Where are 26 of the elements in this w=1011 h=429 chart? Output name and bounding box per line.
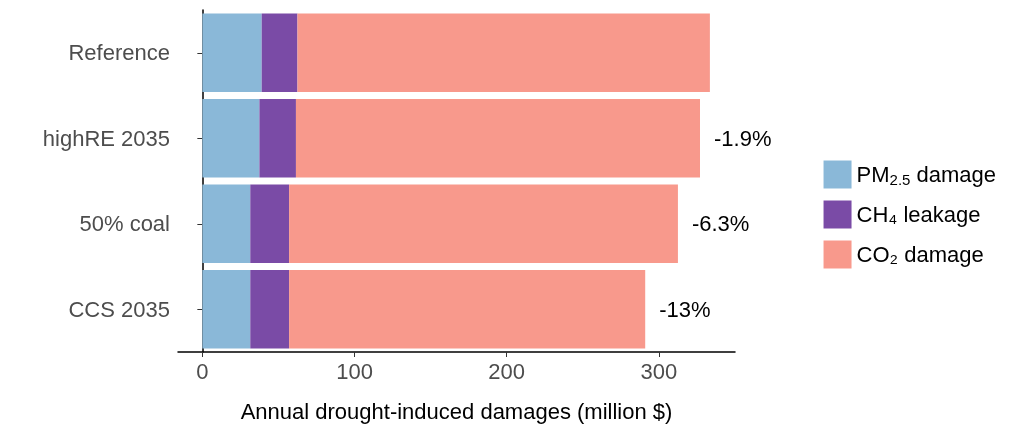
legend-label: CO₂ damage bbox=[856, 242, 984, 267]
x-tick-label: 0 bbox=[196, 358, 209, 384]
bar bbox=[289, 184, 678, 264]
x-axis-title: Annual drought-induced damages (million $) bbox=[240, 398, 673, 424]
x-tick-label: 300 bbox=[640, 358, 678, 384]
y-tick-label: 50% coal bbox=[79, 211, 170, 237]
annotation: -1.9% bbox=[714, 125, 772, 151]
bar bbox=[202, 98, 260, 178]
y-tick-label: CCS 2035 bbox=[68, 296, 170, 322]
bar bbox=[261, 13, 298, 93]
annotation: -6.3% bbox=[691, 211, 750, 237]
legend-label: CH₄ leakage bbox=[856, 202, 981, 227]
x-tick-label: 200 bbox=[488, 358, 526, 384]
bar bbox=[202, 184, 251, 264]
bar bbox=[295, 98, 700, 178]
bar bbox=[297, 13, 710, 93]
annotation: -13% bbox=[659, 296, 711, 322]
bar bbox=[289, 269, 646, 349]
y-tick-label: highRE 2035 bbox=[42, 125, 170, 151]
bar bbox=[202, 269, 251, 349]
bar bbox=[250, 269, 290, 349]
bar bbox=[259, 98, 296, 178]
y-tick-label: Reference bbox=[68, 40, 170, 66]
x-tick-label: 100 bbox=[336, 358, 373, 384]
bar bbox=[202, 13, 262, 93]
bar bbox=[250, 184, 290, 264]
